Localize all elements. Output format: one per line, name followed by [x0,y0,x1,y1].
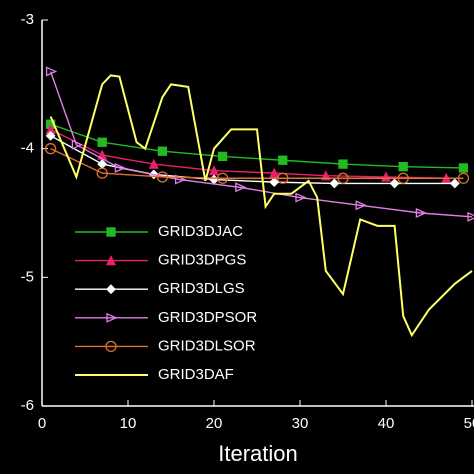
marker [235,182,247,193]
series-line [50,135,455,185]
marker [105,255,117,266]
marker [415,207,428,219]
marker [156,171,169,183]
marker [457,172,470,184]
legend-label: GRID3DLGS [158,280,245,297]
y-tick-label: -4 [21,140,34,157]
marker [97,159,108,170]
marker [105,340,117,353]
marker [337,172,349,184]
series-line [49,71,473,218]
marker [389,178,400,189]
marker [44,143,57,155]
marker [380,171,392,182]
marker [329,178,340,189]
marker [97,137,107,147]
legend-label: GRID3DPGS [158,252,246,269]
y-tick-label: -3 [21,11,34,28]
legend-label: GRID3DPSOR [158,309,257,326]
marker [269,167,280,178]
marker [96,167,108,179]
marker [45,66,58,77]
marker [295,192,307,203]
marker [71,139,84,150]
legend-label: GRID3DJAC [158,223,243,240]
marker [467,211,474,222]
marker [216,172,229,184]
marker [106,312,118,323]
x-tick-label: 0 [38,415,46,432]
y-tick-label: -5 [21,268,34,285]
marker [355,200,367,211]
marker [397,172,409,184]
series-line [49,74,473,338]
marker [458,163,469,173]
marker [45,130,56,141]
marker [269,177,280,188]
marker [208,165,220,176]
marker [148,158,159,169]
series-line [50,128,447,179]
marker [338,159,348,169]
legend-label: GRID3DAF [158,366,234,383]
series-line [50,148,464,179]
marker [217,151,228,162]
marker [449,178,460,189]
marker [106,284,116,295]
marker [278,155,288,165]
marker [209,174,219,185]
marker [106,227,116,237]
marker [114,162,127,173]
x-axis-label: Iteration [218,441,298,466]
x-tick-label: 30 [292,415,309,432]
marker [277,172,289,184]
x-tick-label: 50 [464,415,474,432]
series-line [50,123,464,169]
x-tick-label: 20 [206,415,223,432]
y-tick-label: -6 [21,397,34,414]
x-tick-label: 10 [120,415,137,432]
legend-label: GRID3DLSOR [158,337,256,354]
marker [398,162,408,172]
x-tick-label: 40 [378,415,395,432]
marker [157,146,168,156]
